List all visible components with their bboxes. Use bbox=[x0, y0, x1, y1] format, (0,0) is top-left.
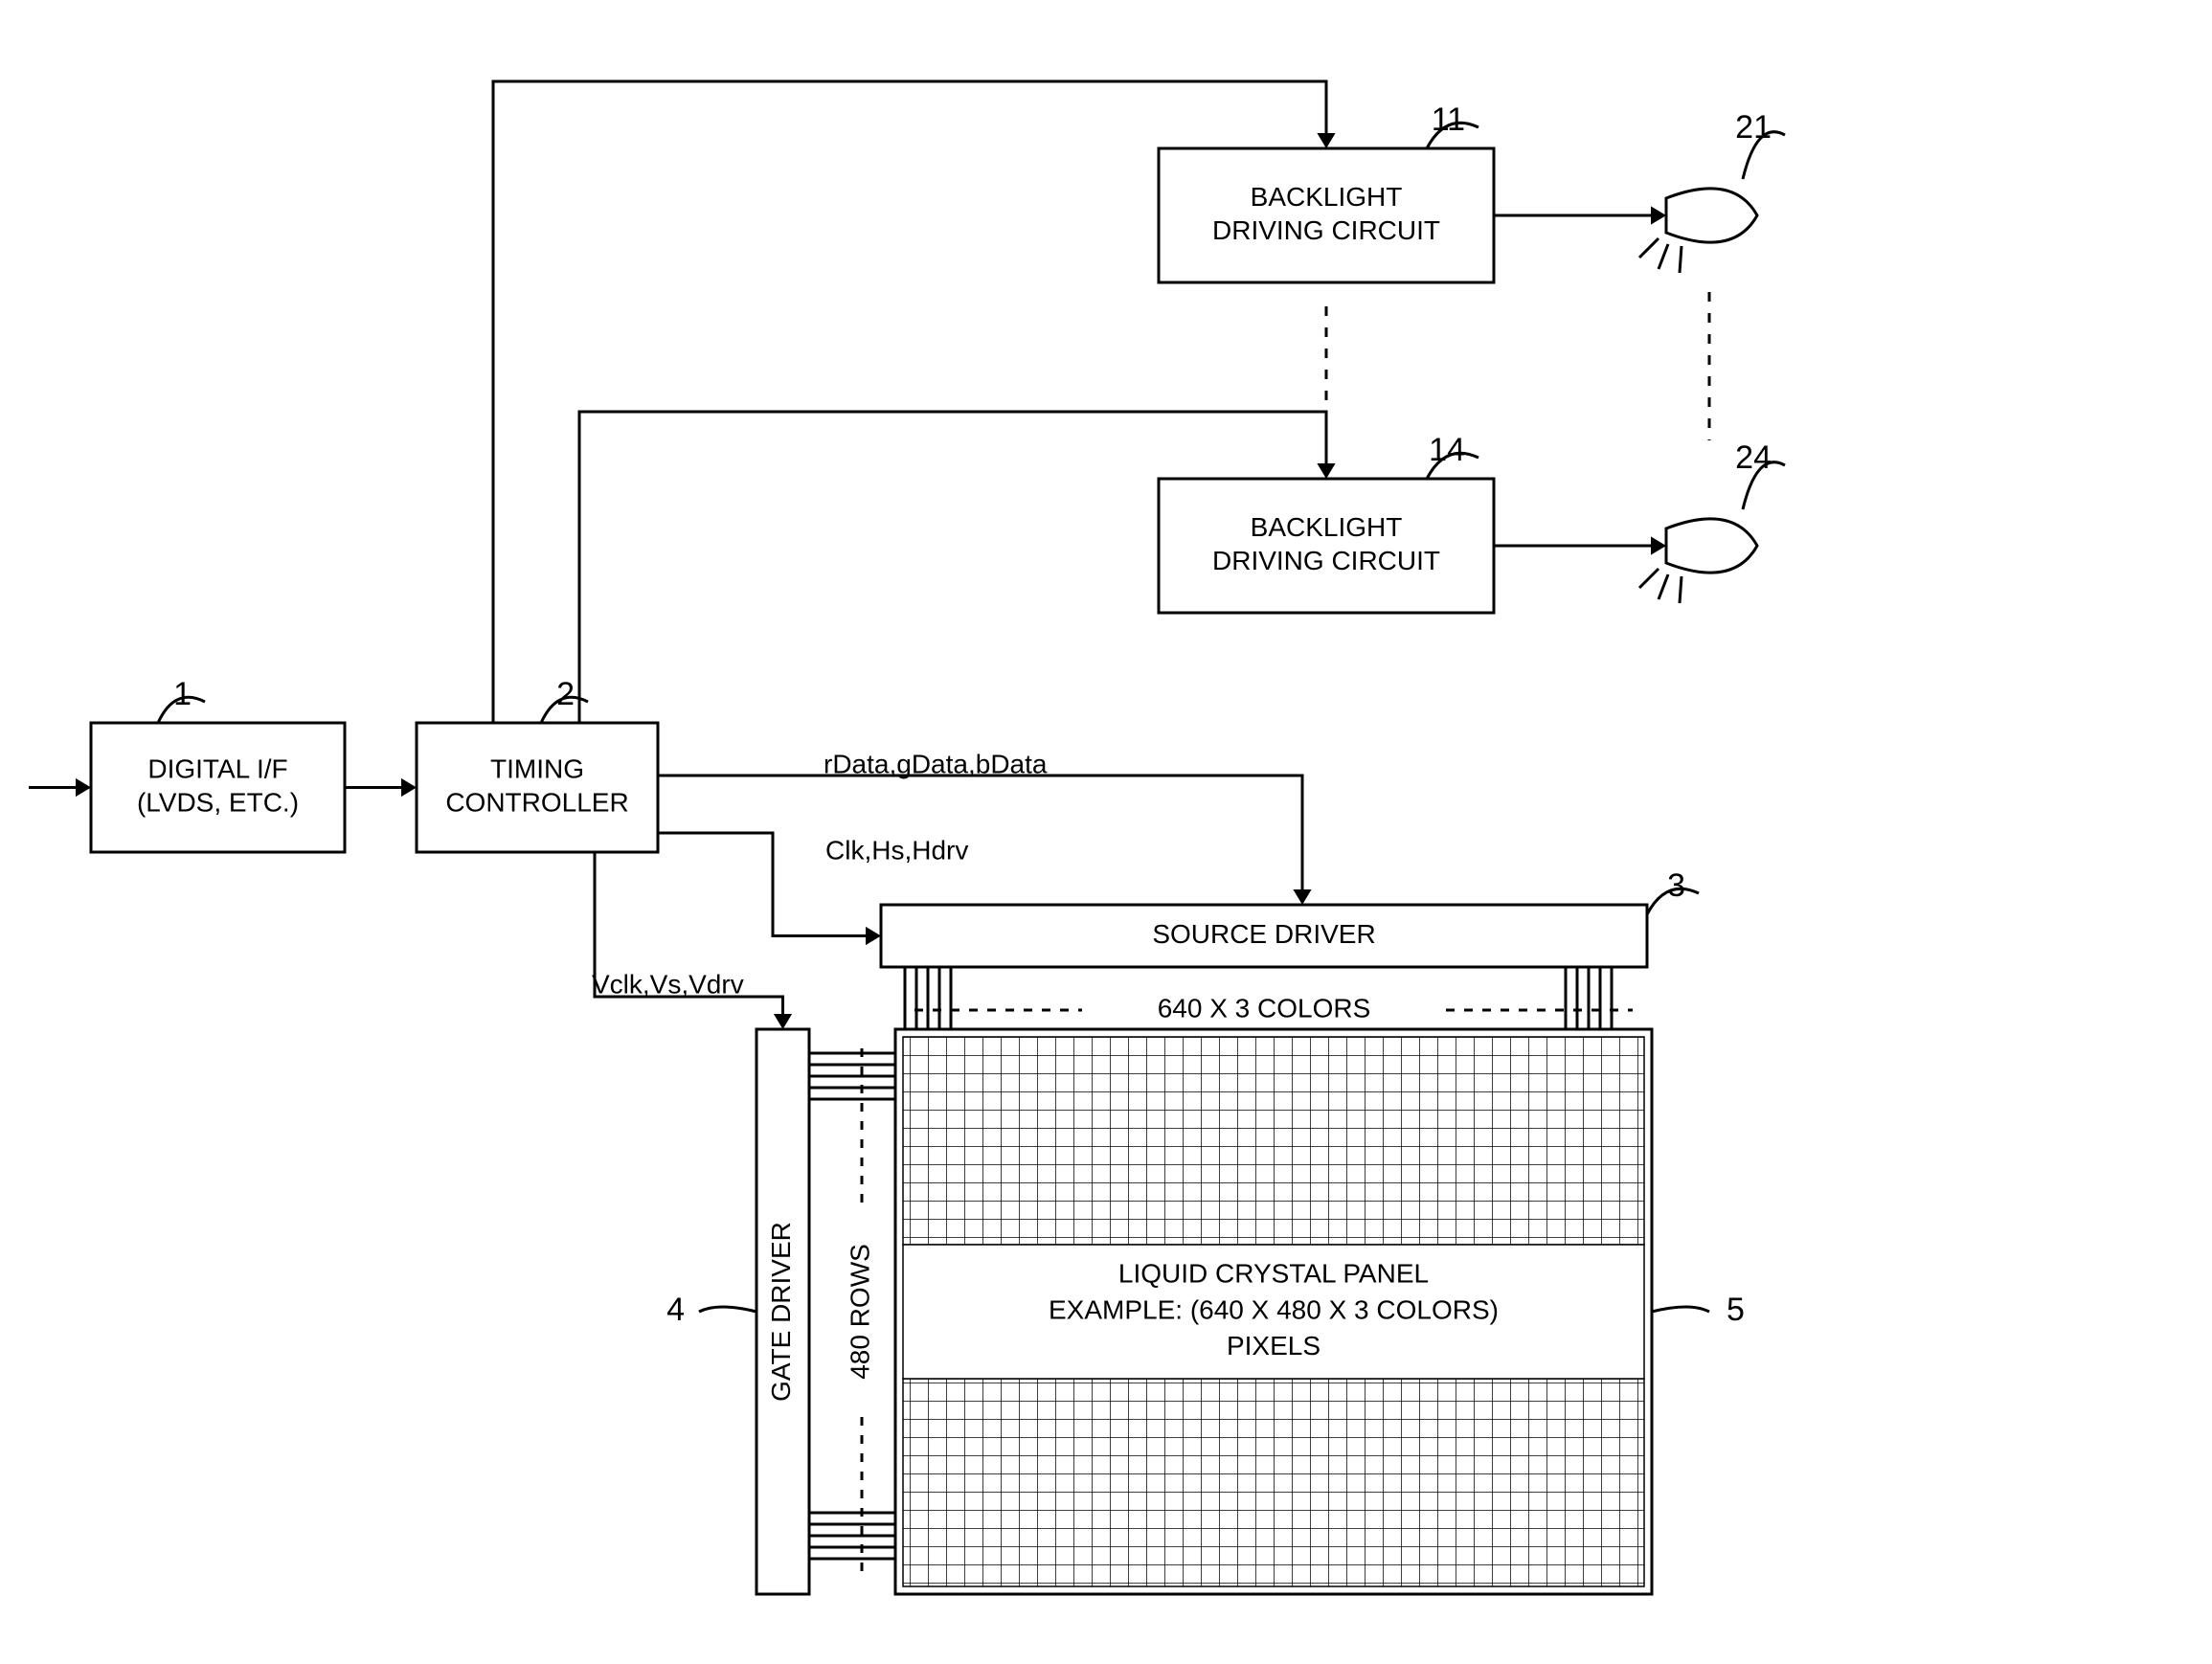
lcd-panel-label: LIQUID CRYSTAL PANEL bbox=[1118, 1259, 1429, 1289]
digital-if-block-label: (LVDS, ETC.) bbox=[137, 787, 299, 817]
svg-text:5: 5 bbox=[1727, 1292, 1745, 1328]
backlight-driver-bot-block-label: BACKLIGHT bbox=[1251, 512, 1403, 542]
backlight-driver-top-block-label: DRIVING CIRCUIT bbox=[1212, 215, 1440, 245]
backlight-driver-top-block-label: BACKLIGHT bbox=[1251, 182, 1403, 212]
svg-text:21: 21 bbox=[1735, 109, 1772, 146]
backlight-driver-bot-block-label: DRIVING CIRCUIT bbox=[1212, 546, 1440, 575]
svg-text:2: 2 bbox=[556, 676, 575, 712]
rows-label: 480 ROWS bbox=[845, 1244, 874, 1380]
digital-if-block-label: DIGITAL I/F bbox=[147, 753, 287, 783]
timing-controller-block-label: TIMING bbox=[490, 753, 584, 783]
lcd-panel-label: PIXELS bbox=[1227, 1331, 1320, 1360]
lamp-bot-icon bbox=[1666, 519, 1757, 573]
lamp-top-icon bbox=[1666, 189, 1757, 242]
svg-text:1: 1 bbox=[173, 676, 192, 712]
cols-label: 640 X 3 COLORS bbox=[1158, 993, 1371, 1023]
signal-vclk-label: Vclk,Vs,Vdrv bbox=[592, 969, 744, 999]
signal-rgb-label: rData,gData,bData bbox=[824, 749, 1048, 778]
svg-text:4: 4 bbox=[666, 1292, 685, 1328]
block-diagram: DIGITAL I/F (LVDS, ETC.) TIMING CONTROLLER B… bbox=[0, 0, 2212, 1664]
source-driver-block-label: SOURCE DRIVER bbox=[1152, 919, 1375, 949]
signal-clk-label: Clk,Hs,Hdrv bbox=[825, 835, 968, 865]
gate-driver-block-label: GATE DRIVER bbox=[766, 1222, 796, 1402]
lcd-panel-label: EXAMPLE: (640 X 480 X 3 COLORS) bbox=[1049, 1294, 1499, 1324]
svg-text:14: 14 bbox=[1429, 432, 1465, 468]
svg-text:3: 3 bbox=[1667, 867, 1685, 904]
timing-controller-block-label: CONTROLLER bbox=[445, 787, 628, 817]
svg-text:11: 11 bbox=[1432, 101, 1465, 138]
svg-text:24: 24 bbox=[1735, 439, 1772, 476]
